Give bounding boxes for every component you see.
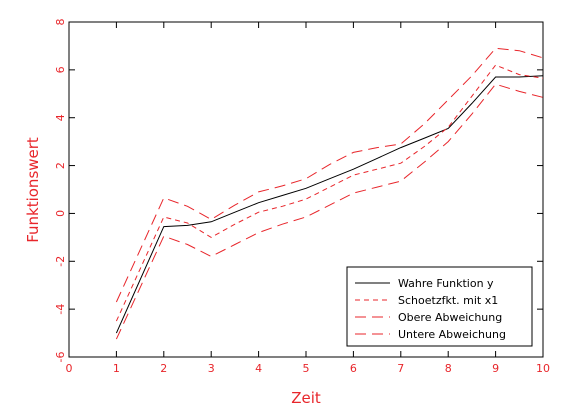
legend-label: Untere Abweichung	[398, 328, 506, 341]
x-axis-title: Zeit	[291, 389, 321, 407]
y-tick-label: 8	[54, 19, 67, 26]
x-tick-label: 6	[350, 362, 357, 375]
y-tick-label: -4	[54, 304, 67, 315]
x-tick-label: 7	[397, 362, 404, 375]
x-tick-label: 9	[492, 362, 499, 375]
legend-box	[346, 266, 533, 347]
x-tick-label: 2	[160, 362, 167, 375]
y-tick-label: 0	[54, 210, 67, 217]
x-tick-label: 1	[113, 362, 120, 375]
series-line-0	[115, 75, 544, 334]
y-tick-label: -2	[54, 256, 67, 267]
y-tick-label: 6	[54, 66, 67, 73]
legend: Wahre Funktion y Schoetzfkt. mit x1 Obere …	[346, 266, 533, 347]
y-tick-label: 2	[54, 162, 67, 169]
series-line-3	[115, 83, 544, 340]
series-line-2	[115, 47, 544, 303]
x-tick-label: 5	[303, 362, 310, 375]
x-tick-label: 8	[445, 362, 452, 375]
axis-ticks	[68, 21, 544, 358]
x-tick-label: 10	[536, 362, 550, 375]
x-tick-label: 0	[66, 362, 73, 375]
legend-label: Wahre Funktion y	[398, 277, 494, 290]
y-tick-label: 4	[54, 114, 67, 121]
series-lines	[115, 47, 544, 340]
y-axis-title: Funktionswert	[24, 137, 42, 243]
tick-labels: 0 1 2 3 4 5 6 7 8 9 10 -6 -4 -2 0 2 4 6 8	[54, 19, 550, 376]
y-tick-label: -6	[54, 352, 67, 363]
x-tick-label: 3	[208, 362, 215, 375]
x-tick-label: 4	[255, 362, 262, 375]
legend-label: Schoetzfkt. mit x1	[398, 294, 498, 307]
legend-label: Obere Abweichung	[398, 311, 502, 324]
series-line-1	[115, 64, 544, 322]
